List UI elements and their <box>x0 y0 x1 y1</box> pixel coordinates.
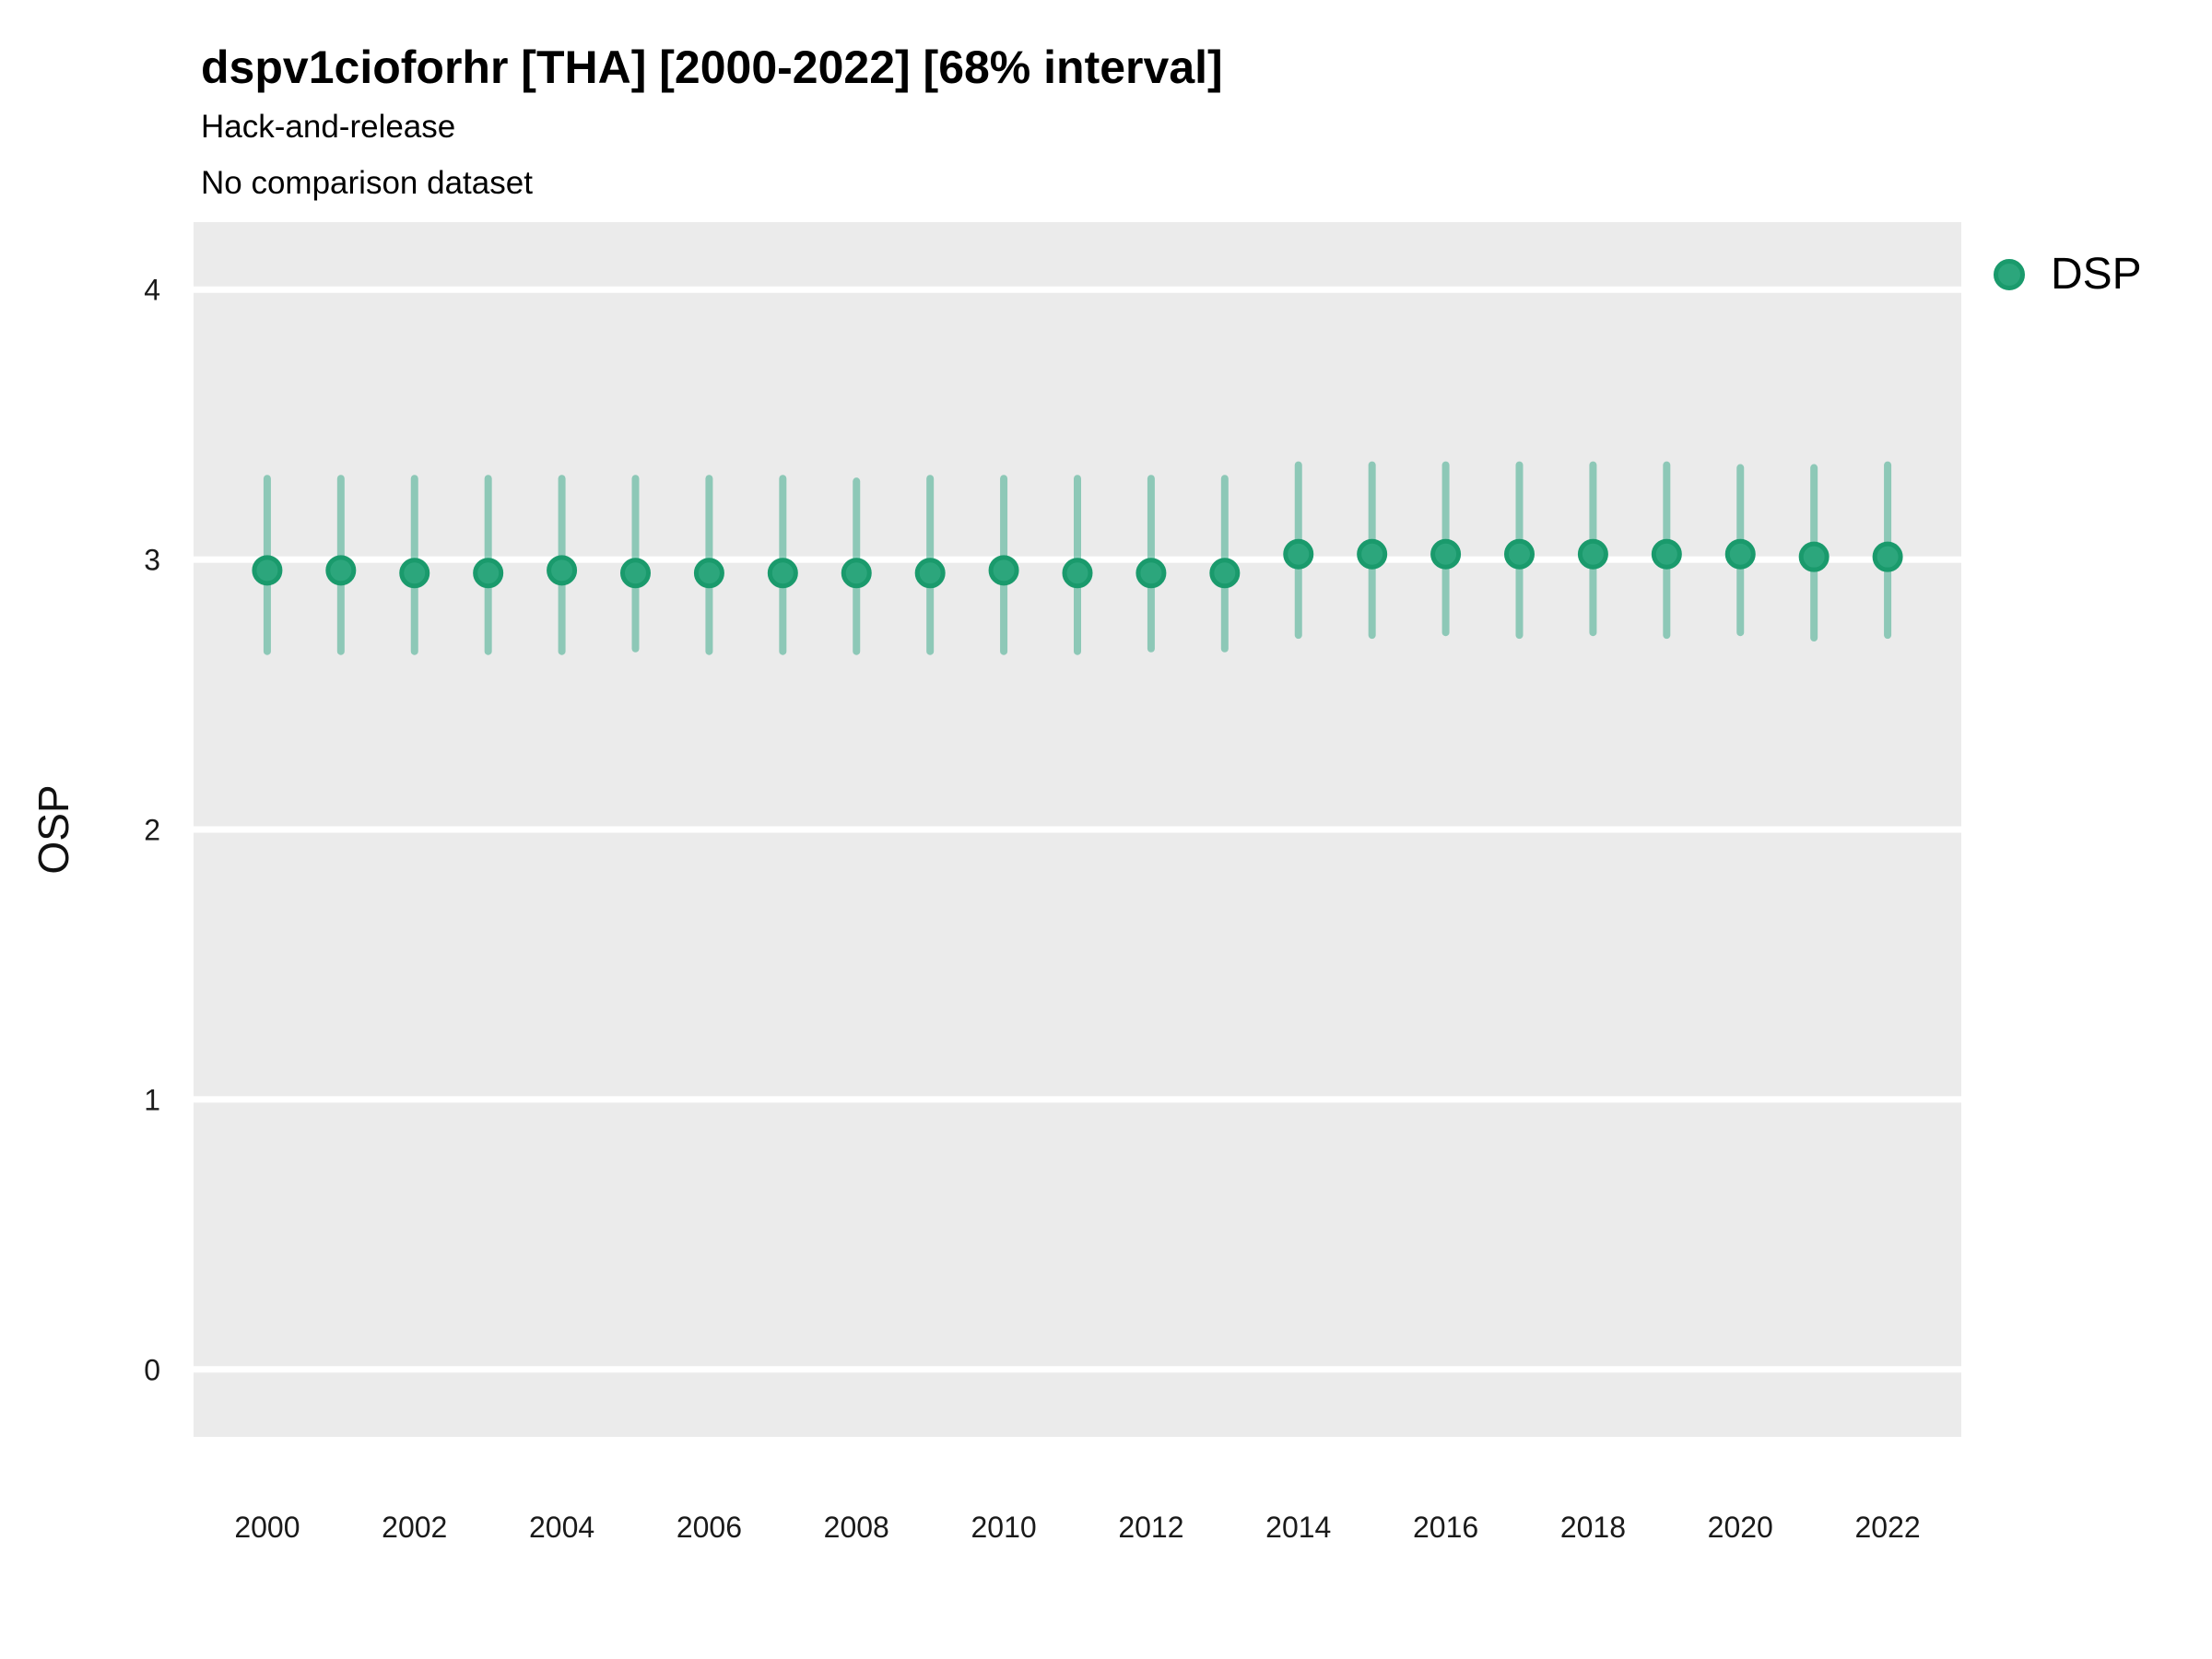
legend: DSP <box>1994 249 2142 300</box>
x-tick-label-2016: 2016 <box>1413 1511 1478 1544</box>
point-dsp-2006 <box>693 558 724 589</box>
point-dsp-2005 <box>620 558 651 589</box>
y-tick-label-0: 0 <box>144 1353 160 1386</box>
chart-title: dspv1cioforhr [THA] [2000-2022] [68% int… <box>201 41 1223 93</box>
x-tick-label-2012: 2012 <box>1118 1511 1183 1544</box>
point-dsp-2014 <box>1283 538 1314 570</box>
point-dsp-2004 <box>547 555 578 586</box>
legend-label-dsp: DSP <box>2051 250 2142 299</box>
point-dsp-2018 <box>1577 538 1608 570</box>
x-tick-label-2006: 2006 <box>677 1511 742 1544</box>
point-dsp-2012 <box>1135 558 1167 589</box>
point-dsp-2007 <box>767 558 798 589</box>
legend-dot-dsp <box>1994 258 2025 290</box>
y-tick-label-3: 3 <box>144 544 160 577</box>
point-dsp-2013 <box>1209 558 1241 589</box>
point-dsp-2021 <box>1798 541 1830 572</box>
x-tick-label-2022: 2022 <box>1854 1511 1920 1544</box>
x-tick-label-2008: 2008 <box>824 1511 889 1544</box>
x-tick-label-2014: 2014 <box>1265 1511 1331 1544</box>
x-tick-label-2002: 2002 <box>382 1511 447 1544</box>
y-tick-label-1: 1 <box>144 1083 160 1116</box>
point-dsp-2015 <box>1357 538 1388 570</box>
point-dsp-2017 <box>1504 538 1535 570</box>
point-dsp-2016 <box>1430 538 1462 570</box>
point-dsp-2000 <box>252 555 283 586</box>
point-dsp-2002 <box>399 558 430 589</box>
x-tick-label-2004: 2004 <box>529 1511 594 1544</box>
point-dsp-2001 <box>325 555 357 586</box>
chart-subtitle-line1: Hack-and-release <box>201 109 456 145</box>
x-tick-label-2018: 2018 <box>1560 1511 1626 1544</box>
x-tick-label-2010: 2010 <box>971 1511 1036 1544</box>
x-tick-label-2020: 2020 <box>1708 1511 1773 1544</box>
point-dsp-2009 <box>914 558 946 589</box>
point-dsp-2008 <box>841 558 872 589</box>
x-tick-label-2000: 2000 <box>234 1511 300 1544</box>
y-tick-label-4: 4 <box>144 274 160 307</box>
point-dsp-2011 <box>1062 558 1093 589</box>
point-dsp-2003 <box>473 558 504 589</box>
chart-subtitle-line2: No comparison dataset <box>201 165 533 201</box>
point-dsp-2010 <box>988 555 1019 586</box>
y-tick-label-2: 2 <box>144 814 160 847</box>
point-dsp-2020 <box>1724 538 1756 570</box>
point-dsp-2019 <box>1651 538 1682 570</box>
point-dsp-2022 <box>1872 541 1903 572</box>
